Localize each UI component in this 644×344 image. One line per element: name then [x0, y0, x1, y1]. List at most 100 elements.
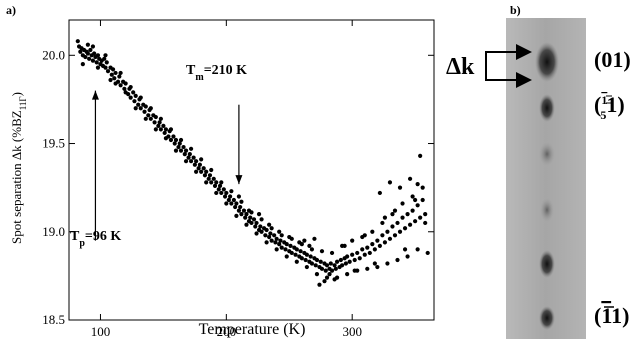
data-point — [90, 44, 96, 49]
data-point — [362, 233, 367, 238]
data-point — [390, 224, 395, 229]
data-point — [177, 141, 182, 146]
data-point — [277, 229, 282, 234]
data-point — [410, 208, 415, 213]
data-point — [78, 49, 83, 54]
data-point — [188, 146, 194, 151]
data-point — [387, 236, 393, 241]
data-point — [138, 95, 143, 100]
data-point — [329, 250, 335, 256]
data-point — [75, 39, 80, 44]
data-point — [168, 137, 174, 143]
data-point — [274, 236, 279, 241]
data-point — [143, 116, 148, 121]
data-point — [273, 240, 278, 245]
data-point — [413, 219, 418, 224]
tp-annotation: Tp=96 K — [70, 229, 121, 249]
data-point — [258, 224, 263, 229]
data-point — [118, 70, 123, 76]
data-point — [352, 257, 357, 263]
data-point — [95, 65, 101, 70]
data-point — [109, 72, 114, 77]
data-point — [152, 120, 157, 125]
y-tick-label: 19.0 — [42, 224, 65, 239]
delta-k-bracket — [485, 44, 532, 88]
data-point — [362, 252, 367, 257]
data-point — [284, 242, 289, 247]
data-point — [302, 238, 307, 243]
data-point — [229, 201, 234, 206]
data-point — [360, 247, 365, 252]
data-point — [157, 120, 162, 125]
data-point — [199, 169, 204, 174]
annotation-arrows — [91, 90, 243, 241]
annotation-arrow-head — [91, 90, 99, 100]
label-11: (11) — [594, 303, 629, 328]
spot-15-1 — [539, 94, 555, 122]
data-point — [113, 81, 118, 86]
data-point — [222, 194, 228, 199]
data-point — [108, 77, 113, 83]
data-point — [233, 204, 238, 210]
data-point — [380, 233, 385, 238]
data-point — [158, 116, 163, 121]
data-point — [312, 236, 317, 241]
data-point — [172, 141, 177, 146]
data-point — [192, 162, 197, 167]
data-point — [80, 62, 85, 67]
spot-faint-2 — [540, 198, 554, 222]
data-point — [197, 162, 202, 167]
data-point — [163, 136, 169, 141]
data-point — [278, 238, 283, 243]
data-point — [131, 90, 136, 95]
data-point — [178, 148, 184, 153]
data-point — [415, 182, 420, 187]
data-point — [239, 199, 244, 204]
data-point — [201, 166, 206, 171]
data-point — [219, 190, 224, 196]
data-point — [272, 233, 277, 238]
data-point — [103, 53, 108, 58]
data-point — [309, 261, 315, 266]
data-point — [304, 252, 309, 257]
data-point — [392, 208, 398, 213]
data-point — [352, 268, 357, 273]
data-point — [224, 201, 229, 206]
data-point — [264, 227, 269, 233]
data-point — [382, 215, 388, 220]
data-point — [161, 123, 166, 128]
data-point — [248, 215, 253, 220]
data-point — [309, 247, 315, 252]
data-point — [103, 65, 108, 70]
data-point — [229, 189, 234, 194]
data-point — [375, 264, 380, 270]
data-point — [423, 212, 428, 217]
data-point — [314, 272, 320, 277]
data-point — [94, 60, 99, 65]
data-point — [122, 86, 127, 91]
data-point — [153, 114, 158, 120]
data-point — [146, 113, 151, 118]
data-point — [254, 231, 259, 236]
data-point — [370, 229, 375, 234]
data-point — [204, 169, 209, 174]
data-point — [264, 240, 269, 245]
data-point — [340, 263, 345, 268]
data-point — [365, 245, 370, 250]
data-point — [288, 243, 293, 248]
data-point — [377, 243, 382, 248]
data-point — [104, 60, 109, 65]
data-point — [138, 106, 143, 111]
data-point — [269, 238, 274, 243]
data-point — [194, 169, 199, 174]
data-point — [194, 159, 199, 164]
data-point — [128, 84, 133, 90]
data-point — [365, 266, 370, 271]
data-point — [327, 272, 332, 277]
data-point — [405, 254, 410, 259]
data-point — [136, 102, 141, 107]
data-point — [123, 81, 128, 86]
data-point — [234, 201, 239, 206]
data-point — [324, 263, 330, 268]
data-point — [303, 257, 308, 263]
